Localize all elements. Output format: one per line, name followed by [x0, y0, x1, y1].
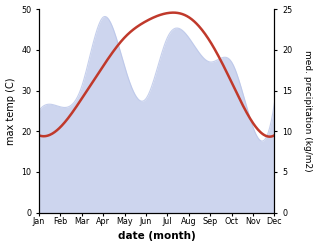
Y-axis label: med. precipitation (kg/m2): med. precipitation (kg/m2) — [303, 50, 313, 172]
X-axis label: date (month): date (month) — [118, 231, 196, 242]
Y-axis label: max temp (C): max temp (C) — [5, 77, 16, 145]
